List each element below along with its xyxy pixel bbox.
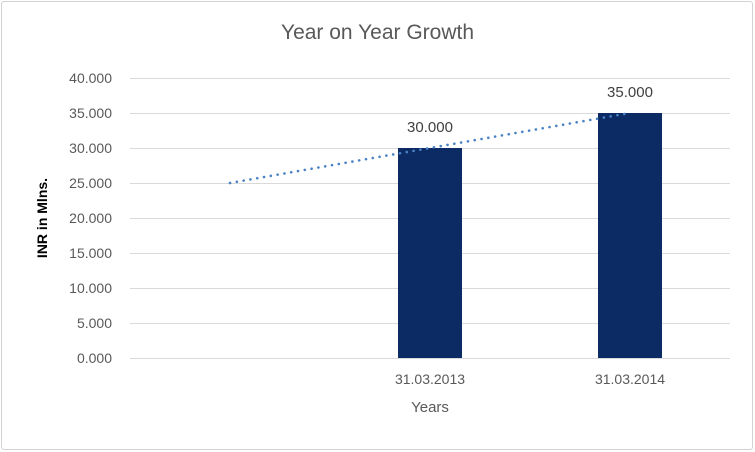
y-tick-label: 0.000 — [76, 350, 112, 366]
data-label: 35.000 — [607, 84, 653, 101]
x-tick-label: 31.03.2013 — [394, 371, 466, 387]
gridline — [130, 78, 730, 79]
y-tick-label: 5.000 — [76, 315, 112, 331]
chart-title: Year on Year Growth — [280, 21, 475, 44]
y-tick-label: 40.000 — [69, 70, 112, 86]
y-tick-label: 10.000 — [69, 280, 112, 296]
y-tick-label: 30.000 — [69, 140, 112, 156]
y-tick-label: 15.000 — [69, 245, 112, 261]
x-tick-label: 31.03.2014 — [594, 371, 666, 387]
trendline — [228, 111, 632, 185]
bar — [598, 113, 662, 358]
data-label: 30.000 — [407, 119, 453, 136]
trendline-line — [228, 111, 632, 185]
gridline — [130, 358, 730, 359]
bar — [398, 148, 462, 358]
y-tick-label: 35.000 — [69, 105, 112, 121]
y-tick-label: 25.000 — [69, 175, 112, 191]
y-tick-label: 20.000 — [69, 210, 112, 226]
gridline — [130, 113, 730, 114]
x-axis-title: Years — [411, 399, 449, 416]
